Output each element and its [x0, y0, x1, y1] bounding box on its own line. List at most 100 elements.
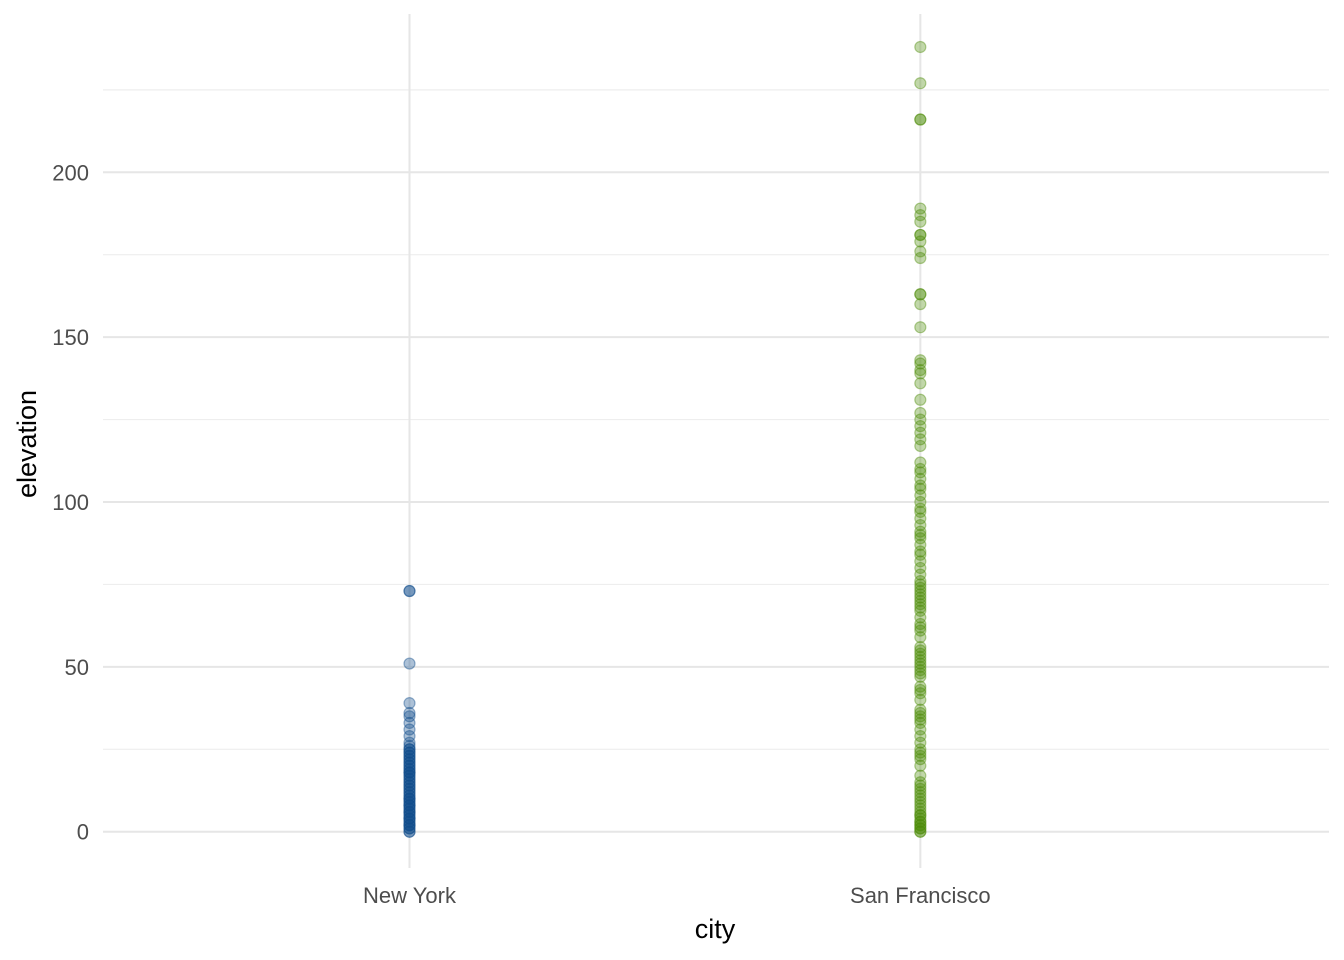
data-point — [403, 786, 416, 799]
data-point — [403, 799, 416, 812]
data-point — [403, 762, 416, 776]
data-point — [914, 377, 927, 390]
data-point — [403, 753, 416, 766]
data-point — [914, 759, 927, 772]
data-point — [914, 113, 927, 126]
data-point — [403, 746, 416, 759]
data-point — [914, 466, 927, 479]
y-tick-label: 150 — [52, 325, 89, 350]
data-point — [403, 805, 416, 819]
data-point — [403, 716, 416, 730]
data-point — [914, 288, 927, 301]
data-point — [914, 518, 927, 532]
data-point — [403, 706, 416, 720]
data-point — [403, 762, 416, 776]
data-point — [914, 650, 927, 664]
data-point — [914, 433, 927, 446]
data-point — [914, 730, 927, 743]
data-point — [914, 482, 927, 495]
data-point — [914, 545, 927, 558]
data-point — [403, 697, 416, 710]
y-axis-title: elevation — [12, 390, 42, 498]
data-point — [914, 406, 927, 420]
data-point — [403, 779, 416, 792]
data-point — [403, 786, 416, 799]
data-point — [403, 799, 416, 812]
data-point — [914, 789, 927, 802]
data-point — [914, 647, 927, 660]
data-point — [914, 611, 927, 624]
data-point — [914, 680, 927, 693]
data-point — [403, 759, 416, 772]
data-point — [914, 822, 927, 835]
data-point — [403, 749, 416, 762]
data-point — [403, 746, 416, 759]
data-point — [914, 706, 927, 720]
data-point — [403, 819, 416, 832]
data-point — [403, 825, 416, 838]
x-tick-label: San Francisco — [850, 883, 991, 908]
data-point — [403, 792, 416, 805]
data-point — [914, 538, 927, 551]
data-point — [914, 657, 927, 670]
data-point — [914, 825, 927, 838]
data-point — [403, 809, 416, 822]
data-point — [914, 209, 927, 222]
y-tick-label: 50 — [65, 655, 89, 680]
data-point — [914, 354, 927, 367]
data-point — [914, 575, 927, 588]
data-point — [914, 819, 927, 832]
data-point — [403, 782, 416, 795]
data-point — [403, 776, 416, 789]
data-point — [914, 364, 927, 377]
data-point — [403, 792, 416, 805]
data-point — [914, 703, 927, 716]
data-point — [914, 624, 927, 637]
data-point — [403, 743, 416, 756]
data-point — [403, 759, 416, 772]
data-point — [914, 357, 927, 370]
data-point — [914, 251, 927, 265]
data-point — [403, 812, 416, 825]
data-point — [914, 228, 927, 242]
x-tick-label: New York — [363, 883, 457, 908]
data-point — [914, 640, 927, 654]
data-point — [914, 749, 927, 762]
data-point — [403, 779, 416, 792]
data-point — [403, 736, 416, 749]
data-point — [914, 420, 927, 433]
data-point — [914, 644, 927, 657]
data-point — [403, 743, 416, 756]
data-point — [403, 805, 416, 819]
data-point — [914, 822, 927, 835]
y-tick-label: 100 — [52, 490, 89, 515]
data-point — [914, 779, 927, 792]
data-point — [403, 753, 416, 766]
data-point — [914, 462, 927, 476]
data-point — [403, 822, 416, 835]
data-point — [914, 809, 927, 822]
data-point — [914, 795, 927, 809]
data-point — [914, 367, 927, 380]
grid — [103, 14, 1329, 868]
data-point — [914, 660, 927, 673]
data-point — [403, 802, 416, 815]
data-point — [403, 739, 416, 753]
data-point — [914, 743, 927, 756]
axis-tick-labels: 0 50 100 150 200 New York San Francisco — [52, 160, 990, 908]
data-point — [914, 786, 927, 799]
data-point — [403, 756, 416, 769]
data-point — [403, 776, 416, 789]
data-point — [914, 693, 927, 706]
data-point — [914, 548, 927, 561]
data-point — [914, 802, 927, 815]
data-point — [914, 736, 927, 749]
data-point — [403, 789, 416, 802]
data-point — [914, 710, 927, 723]
data-point — [403, 769, 416, 782]
data-point — [914, 591, 927, 604]
data-point — [403, 809, 416, 822]
data-point — [403, 730, 416, 743]
data-point — [914, 502, 927, 515]
